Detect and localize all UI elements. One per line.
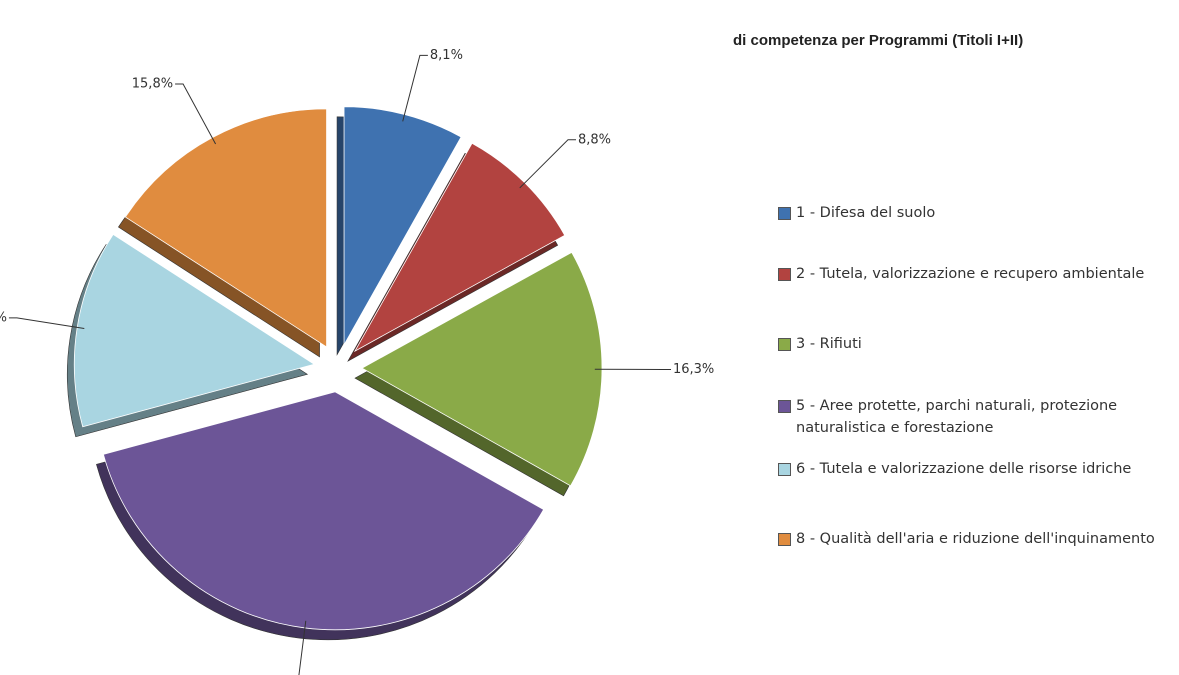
leader-line (298, 620, 307, 675)
leader-line (402, 54, 428, 122)
legend-swatch (778, 207, 791, 220)
legend-swatch (778, 338, 791, 351)
legend-item: 3 - Rifiuti (778, 333, 1173, 355)
legend-item: 2 - Tutela, valorizzazione e recupero am… (778, 263, 1173, 285)
data-label: 15,8% (132, 77, 173, 92)
legend-item: 8 - Qualità dell'aria e riduzione dell'i… (778, 528, 1173, 550)
legend-label: 1 - Difesa del suolo (796, 205, 936, 221)
legend-label: 6 - Tutela e valorizzazione delle risors… (796, 461, 1132, 477)
legend-label: 5 - Aree protette, parchi naturali, prot… (796, 398, 1118, 436)
legend-swatch (778, 533, 791, 546)
legend-item: 5 - Aree protette, parchi naturali, prot… (778, 395, 1173, 439)
legend-label: 3 - Rifiuti (796, 336, 862, 352)
leader-line (8, 317, 85, 329)
data-label: 16,3% (673, 362, 714, 377)
legend-swatch (778, 268, 791, 281)
legend-label: 8 - Qualità dell'aria e riduzione dell'i… (796, 531, 1155, 547)
legend-swatch (778, 400, 791, 413)
legend-item: 6 - Tutela e valorizzazione delle risors… (778, 458, 1173, 480)
data-label: 13,4% (0, 310, 7, 325)
legend-item: 1 - Difesa del suolo (778, 202, 1173, 224)
data-label: 8,1% (430, 48, 463, 63)
chart-title: di competenza per Programmi (Titoli I+II… (733, 32, 1024, 49)
legend-swatch (778, 463, 791, 476)
leader-line (519, 139, 576, 189)
data-label: 8,8% (578, 132, 611, 147)
legend-label: 2 - Tutela, valorizzazione e recupero am… (796, 266, 1145, 282)
leader-line (175, 83, 217, 145)
